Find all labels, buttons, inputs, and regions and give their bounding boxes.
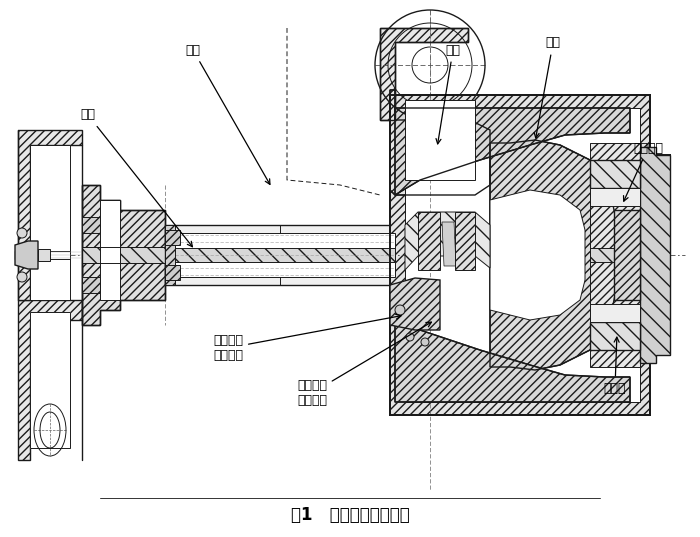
Polygon shape [490, 190, 585, 320]
Circle shape [17, 272, 27, 282]
Polygon shape [442, 222, 456, 266]
Polygon shape [640, 147, 670, 363]
Polygon shape [18, 130, 82, 300]
Polygon shape [490, 140, 615, 370]
Polygon shape [390, 278, 440, 330]
Text: 辊套: 辊套 [436, 43, 461, 144]
Polygon shape [459, 222, 473, 266]
Polygon shape [165, 225, 175, 285]
Bar [82, 277, 100, 293]
Polygon shape [405, 212, 490, 270]
Text: 图1   磨辊总成结构示意: 图1 磨辊总成结构示意 [290, 506, 410, 524]
Bar [590, 188, 640, 206]
Polygon shape [405, 108, 655, 402]
Bar [165, 233, 395, 277]
Circle shape [17, 228, 27, 238]
Polygon shape [30, 312, 70, 448]
Polygon shape [395, 315, 630, 402]
Text: 压紧环: 压紧环 [603, 337, 626, 395]
Polygon shape [590, 143, 640, 367]
Bar [82, 217, 100, 233]
Polygon shape [82, 185, 165, 325]
Bar [165, 265, 180, 280]
Polygon shape [425, 222, 439, 266]
Polygon shape [390, 90, 490, 195]
Circle shape [421, 338, 429, 346]
Circle shape [395, 305, 405, 315]
Bar [165, 230, 180, 245]
Bar [38, 249, 50, 261]
Text: 辊轴: 辊轴 [80, 108, 193, 246]
Polygon shape [15, 241, 38, 269]
Text: 前端密封
定位端盖: 前端密封 定位端盖 [213, 314, 401, 362]
Polygon shape [30, 145, 70, 300]
Bar [165, 248, 395, 262]
Bar [590, 304, 640, 322]
Text: 摇臂: 摇臂 [186, 43, 270, 184]
Bar [590, 160, 640, 188]
Polygon shape [390, 95, 670, 415]
Polygon shape [405, 100, 475, 180]
Text: 双列圆锥
滚子轴承: 双列圆锥 滚子轴承 [297, 322, 431, 407]
Bar [590, 322, 640, 350]
Polygon shape [614, 210, 640, 300]
Bar [82, 247, 165, 263]
Polygon shape [380, 28, 468, 120]
Circle shape [406, 333, 414, 341]
Polygon shape [455, 212, 475, 270]
Bar [82, 247, 165, 263]
Polygon shape [395, 108, 630, 195]
Text: 圆柱轴承: 圆柱轴承 [624, 142, 663, 201]
Polygon shape [18, 300, 82, 460]
Polygon shape [418, 212, 440, 270]
Polygon shape [100, 200, 120, 300]
Bar [165, 225, 395, 285]
Bar [590, 248, 670, 262]
Text: 轮毂: 轮毂 [534, 37, 561, 138]
